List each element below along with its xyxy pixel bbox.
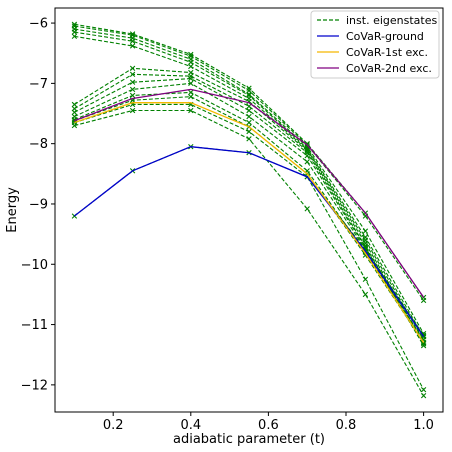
eigenstate-point bbox=[420, 297, 427, 304]
y-tick-label: −11 bbox=[21, 318, 48, 333]
y-tick-label: −12 bbox=[21, 378, 48, 393]
y-tick-label: −8 bbox=[29, 137, 48, 152]
eigenstate-point bbox=[362, 228, 369, 234]
legend-label-1st-exc: CoVaR-1st exc. bbox=[346, 46, 428, 59]
y-axis-label: Energy bbox=[5, 187, 20, 233]
eigenstate-point bbox=[188, 51, 194, 58]
eigenstate-point bbox=[362, 276, 369, 283]
legend: inst. eigenstates CoVaR-ground CoVaR-1st… bbox=[310, 10, 440, 79]
eigenstate-point bbox=[188, 80, 194, 87]
covar-series bbox=[74, 88, 425, 298]
eigenstate-point bbox=[188, 107, 194, 114]
eigenstate-point bbox=[129, 65, 136, 71]
y-tick-label: −10 bbox=[21, 258, 48, 273]
eigenstate-point bbox=[129, 86, 136, 93]
eigenstate-point bbox=[129, 107, 136, 114]
x-axis-label: adiabatic parameter (t) bbox=[173, 432, 325, 447]
eigenstate-point bbox=[71, 122, 78, 129]
legend-label-ground: CoVaR-ground bbox=[346, 30, 424, 43]
eigenstate-point bbox=[188, 75, 194, 82]
covar-line bbox=[74, 146, 425, 337]
x-tick-label: 0.4 bbox=[180, 418, 201, 433]
eigenstate-point bbox=[246, 136, 252, 142]
eigenstate-point bbox=[129, 71, 136, 78]
eigenstate-point bbox=[129, 38, 136, 44]
eigenstate-point bbox=[420, 387, 427, 393]
eigenstate-series bbox=[71, 75, 427, 349]
x-tick-label: 1.0 bbox=[413, 418, 434, 433]
eigenstate-point bbox=[246, 103, 252, 109]
covar-series bbox=[74, 146, 425, 337]
eigenstate-point bbox=[188, 63, 194, 70]
plot-frame bbox=[54, 7, 444, 413]
x-tick-label: 0.2 bbox=[103, 418, 124, 433]
eigenstate-series bbox=[71, 107, 427, 399]
covar-line bbox=[74, 88, 425, 298]
eigenstate-point bbox=[71, 109, 78, 116]
covar-series bbox=[74, 102, 425, 344]
eigenstate-point bbox=[129, 43, 136, 49]
eigenstate-point bbox=[304, 206, 310, 212]
eigenstate-point bbox=[304, 159, 310, 165]
eigenstate-point bbox=[246, 128, 252, 135]
eigenstate-point bbox=[246, 91, 252, 97]
eigenstate-point bbox=[304, 153, 310, 159]
eigenstate-point bbox=[71, 29, 78, 35]
eigenstate-point bbox=[246, 113, 252, 120]
eigenstate-point bbox=[188, 89, 194, 96]
eigenstate-point bbox=[129, 79, 136, 85]
eigenstate-point bbox=[304, 148, 310, 154]
legend-box bbox=[310, 10, 440, 79]
y-axis: −12 −11 −10 −9 −8 −7 −6 bbox=[21, 17, 55, 393]
eigenstate-point bbox=[71, 33, 78, 40]
eigenstate-point bbox=[129, 92, 136, 99]
legend-label-2nd-exc: CoVaR-2nd exc. bbox=[346, 62, 432, 75]
eigenstate-point bbox=[188, 59, 194, 65]
eigenstate-point bbox=[246, 107, 252, 114]
legend-label-eigenstates: inst. eigenstates bbox=[346, 14, 437, 27]
y-tick-label: −6 bbox=[29, 17, 48, 32]
covar-line bbox=[74, 102, 425, 344]
x-tick-label: 0.8 bbox=[336, 418, 357, 433]
x-tick-label: 0.6 bbox=[258, 418, 279, 433]
eigenstate-point bbox=[420, 393, 427, 399]
eigenstate-point bbox=[362, 291, 369, 298]
x-axis: 0.2 0.4 0.6 0.8 1.0 bbox=[103, 412, 434, 433]
eigenstate-point bbox=[188, 93, 194, 100]
eigenstate-point bbox=[246, 119, 252, 126]
eigenstate-point bbox=[71, 101, 78, 108]
y-tick-label: −9 bbox=[29, 197, 48, 212]
plot-area bbox=[71, 21, 427, 399]
y-tick-label: −7 bbox=[29, 77, 48, 92]
